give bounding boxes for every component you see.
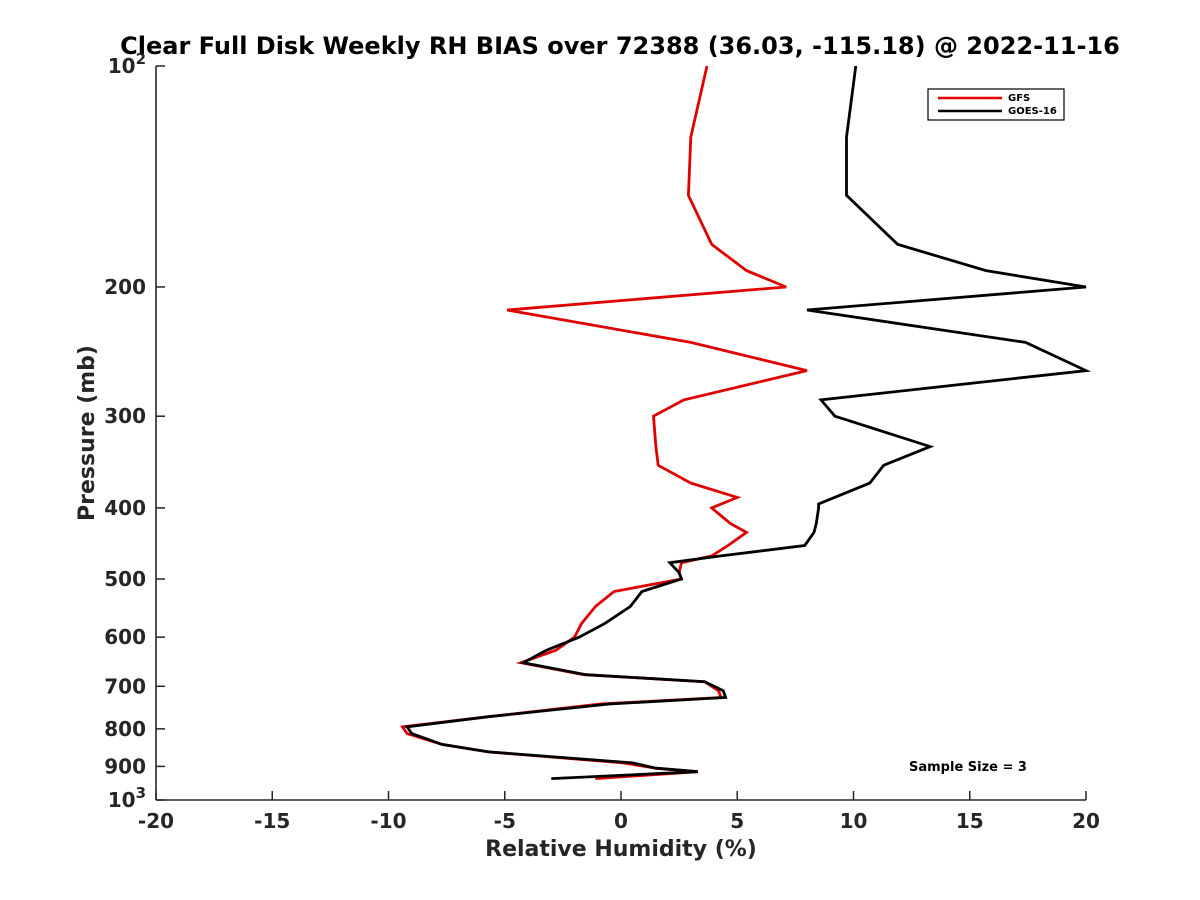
y-tick-label: 200 <box>104 275 146 299</box>
x-tick-label: -5 <box>494 809 516 833</box>
y-tick-label: 600 <box>104 625 146 649</box>
chart-title: Clear Full Disk Weekly RH BIAS over 7238… <box>120 32 1120 60</box>
x-tick-label: 20 <box>1072 809 1100 833</box>
y-tick-label: 800 <box>104 717 146 741</box>
legend-box <box>927 88 1065 121</box>
series-line-goes16 <box>404 65 1092 780</box>
x-tick-label: 15 <box>956 809 984 833</box>
sample-size-annotation: Sample Size = 3 <box>909 760 1027 775</box>
y-tick-label: 103 <box>108 784 146 812</box>
x-tick-label: -10 <box>370 809 406 833</box>
x-tick-label: 0 <box>614 809 628 833</box>
y-tick-label: 400 <box>104 496 146 520</box>
plot-area: -20 -15 -10 -5 0 5 10 15 20 102 200 300 400 500 600 70… <box>104 50 1100 833</box>
legend-label-goes16: GOES-16 <box>1008 106 1057 117</box>
x-tick-label: -15 <box>254 809 290 833</box>
x-axis-label: Relative Humidity (%) <box>485 837 757 862</box>
x-tick-label: -20 <box>138 809 174 833</box>
x-tick-label: 5 <box>730 809 744 833</box>
series-lines <box>400 65 1092 780</box>
x-axis-ticks: -20 -15 -10 -5 0 5 10 15 20 <box>138 791 1100 833</box>
legend-label-gfs: GFS <box>1008 93 1030 104</box>
y-tick-label: 102 <box>108 50 146 78</box>
y-tick-label: 500 <box>104 567 146 591</box>
y-tick-label: 900 <box>104 754 146 778</box>
y-tick-label: 300 <box>104 404 146 428</box>
legend: GFS GOES-16 <box>927 88 1065 121</box>
y-axis-ticks: 102 200 300 400 500 600 700 800 900 103 <box>104 50 165 812</box>
y-axis-label: Pressure (mb) <box>75 345 100 521</box>
y-tick-label: 700 <box>104 674 146 698</box>
x-tick-label: 10 <box>840 809 868 833</box>
